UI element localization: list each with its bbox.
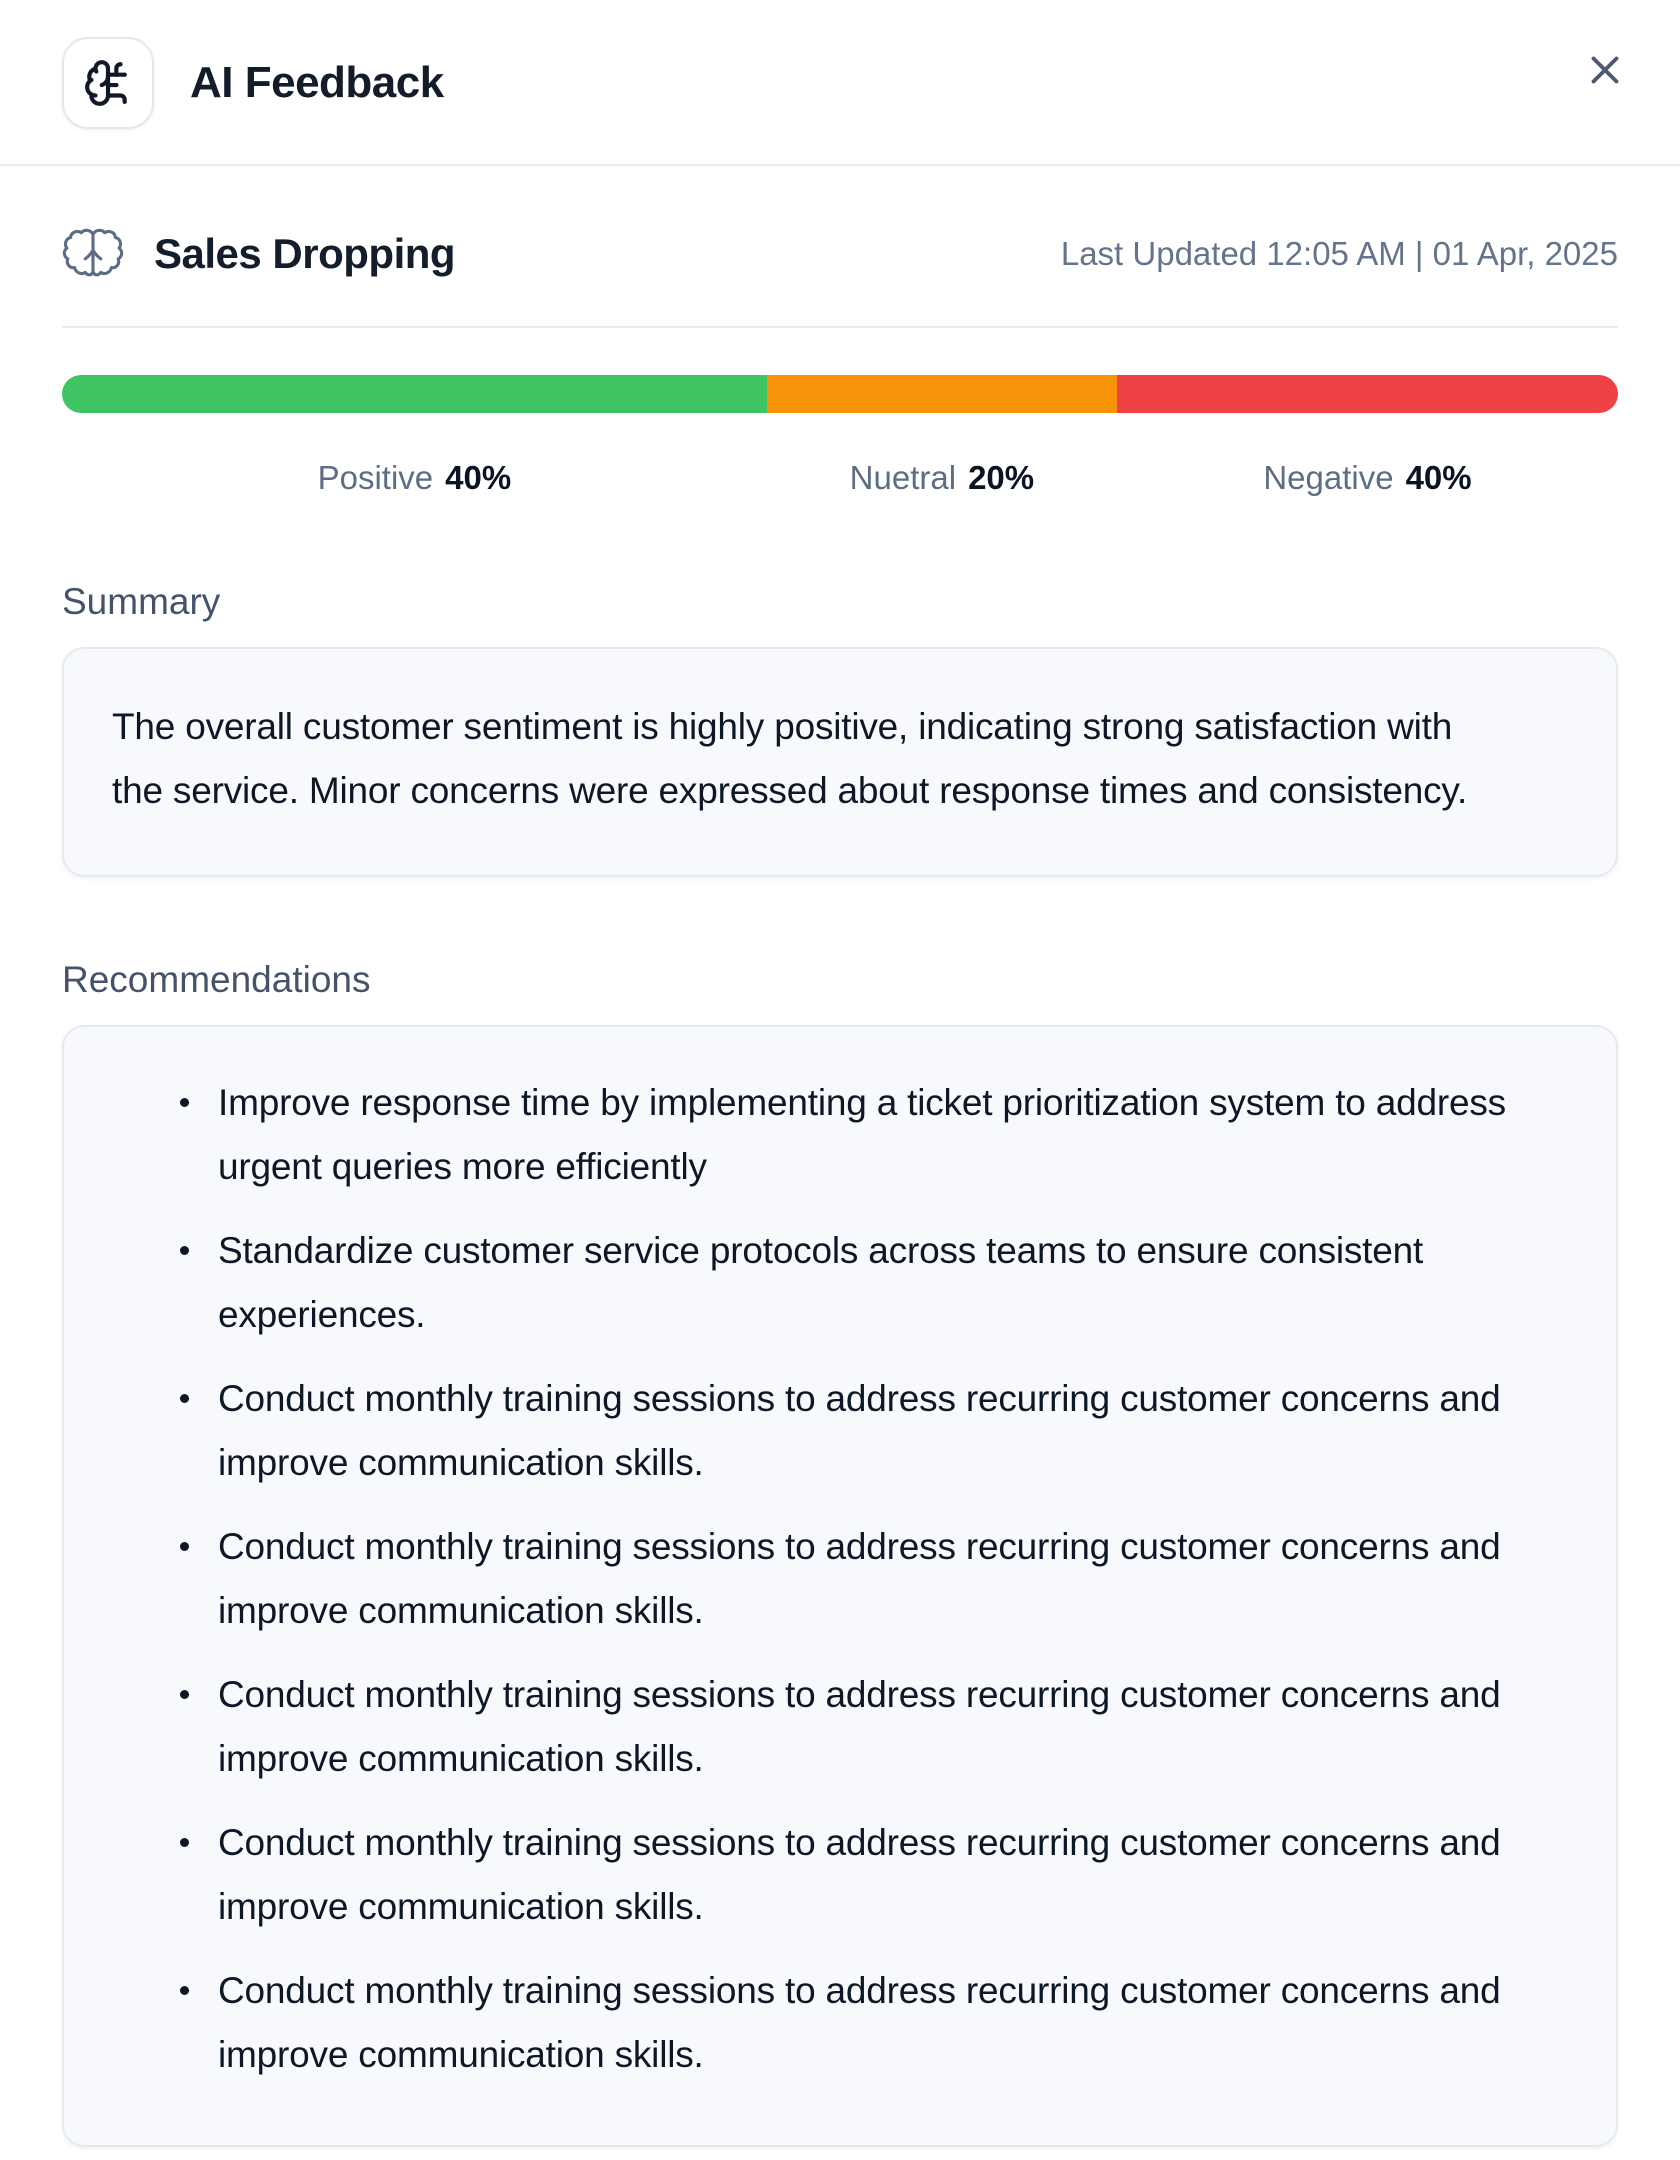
modal-title: AI Feedback (190, 58, 444, 107)
recommendations-heading: Recommendations (62, 959, 371, 1000)
close-icon (1591, 56, 1619, 84)
recommendation-item: Conduct monthly training sessions to add… (180, 1367, 1520, 1495)
modal-content: Sales Dropping Last Updated 12:05 AM | 0… (0, 220, 1680, 2147)
recommendation-item: Conduct monthly training sessions to add… (180, 1959, 1520, 2087)
recommendation-item: Standardize customer service protocols a… (180, 1219, 1520, 1347)
recommendations-section: Recommendations Improve response time by… (62, 959, 1618, 2147)
summary-heading: Summary (62, 581, 221, 622)
sentiment-segment-neutral (766, 375, 1117, 413)
sentiment-bar (62, 375, 1618, 413)
modal-header-left: AI Feedback (62, 37, 444, 129)
recommendations-list: Improve response time by implementing a … (112, 1071, 1568, 2087)
report-title-group: Sales Dropping (62, 220, 456, 288)
sentiment-label-value: 20% (968, 459, 1035, 496)
sentiment-label-name: Negative (1263, 459, 1394, 496)
ai-feedback-icon-badge (62, 37, 154, 129)
sentiment-labels: Positive 40% Nuetral 20% Negative 40% (62, 459, 1618, 497)
recommendation-item: Conduct monthly training sessions to add… (180, 1811, 1520, 1939)
sentiment-segment-positive (62, 375, 767, 413)
sentiment-label-neutral: Nuetral 20% (767, 459, 1117, 497)
sentiment-label-negative: Negative 40% (1117, 459, 1618, 497)
brain-circuit-icon (85, 60, 127, 106)
sentiment-label-value: 40% (1405, 459, 1472, 496)
recommendation-item: Conduct monthly training sessions to add… (180, 1663, 1520, 1791)
summary-text: The overall customer sentiment is highly… (112, 706, 1468, 811)
modal-header: AI Feedback (0, 0, 1680, 166)
last-updated-text: Last Updated 12:05 AM | 01 Apr, 2025 (1060, 235, 1618, 272)
summary-panel: The overall customer sentiment is highly… (62, 647, 1618, 877)
sentiment-label-positive: Positive 40% (62, 459, 767, 497)
sentiment-label-name: Positive (317, 459, 434, 496)
recommendation-item: Conduct monthly training sessions to add… (180, 1515, 1520, 1643)
brain-icon (62, 220, 124, 288)
recommendations-panel: Improve response time by implementing a … (62, 1025, 1618, 2147)
recommendation-item: Improve response time by implementing a … (180, 1071, 1520, 1199)
sentiment-label-name: Nuetral (849, 459, 957, 496)
sentiment-segment-negative (1116, 375, 1618, 413)
sentiment-label-value: 40% (445, 459, 512, 496)
summary-section: Summary The overall customer sentiment i… (62, 581, 1618, 877)
report-divider (62, 326, 1618, 328)
report-title: Sales Dropping (154, 230, 456, 277)
report-header-row: Sales Dropping Last Updated 12:05 AM | 0… (62, 220, 1618, 288)
close-button[interactable] (1582, 47, 1628, 93)
